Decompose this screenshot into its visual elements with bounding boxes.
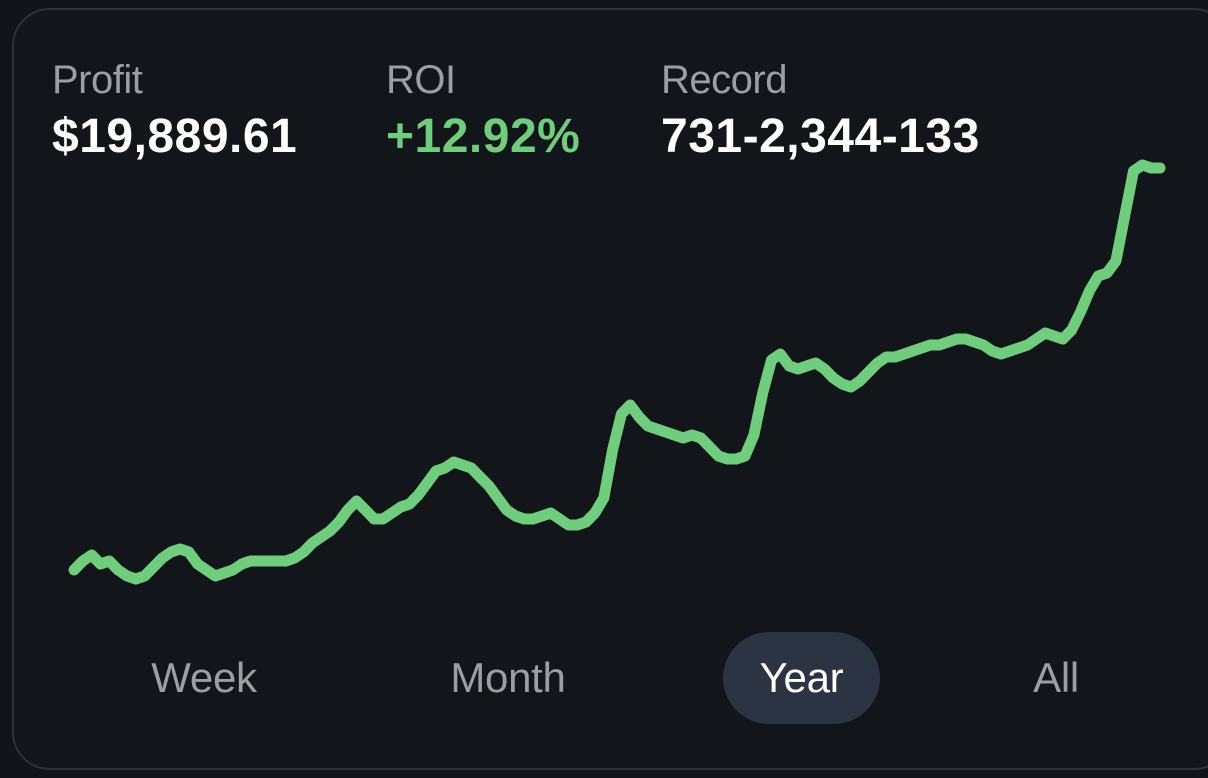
profit-line-series bbox=[68, 159, 1166, 585]
record-value: 731-2,344-133 bbox=[661, 110, 980, 163]
tab-week[interactable]: Week bbox=[151, 654, 257, 701]
roi-value: +12.92% bbox=[386, 110, 581, 163]
roi-label: ROI bbox=[386, 58, 456, 102]
tab-year[interactable]: Year bbox=[723, 632, 880, 724]
tab-month[interactable]: Month bbox=[450, 654, 566, 701]
roi-stat: ROI +12.92% bbox=[386, 58, 580, 164]
record-stat: Record 731-2,344-133 bbox=[661, 58, 980, 164]
profit-stat: Profit $19,889.61 bbox=[52, 58, 297, 164]
tab-all[interactable]: All bbox=[1033, 654, 1079, 701]
record-label: Record bbox=[661, 58, 787, 102]
profit-summary-card bbox=[12, 8, 1208, 770]
profit-value: $19,889.61 bbox=[52, 110, 298, 163]
profit-label: Profit bbox=[52, 58, 143, 102]
